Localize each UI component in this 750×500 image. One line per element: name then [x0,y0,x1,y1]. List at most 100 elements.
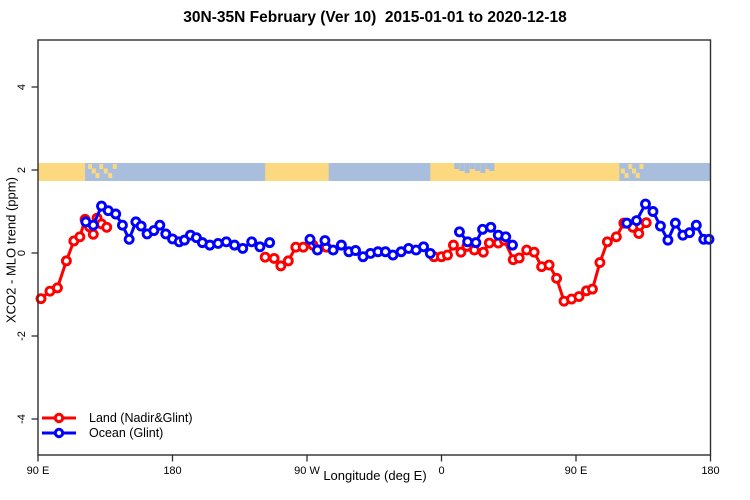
data-point [275,260,287,272]
map-island-speck [88,164,93,169]
data-point [101,221,113,233]
data-point [160,228,172,240]
data-point [268,252,280,264]
data-point [204,239,216,251]
map-island-speck [628,164,633,169]
data-point [483,237,495,249]
y-tick-label: 2 [16,167,28,173]
map-ocean-speck [454,163,460,169]
land-series-marker-icon [42,413,76,424]
data-point [123,233,135,245]
data-point [282,255,294,267]
data-point [455,246,467,258]
data-point [500,231,512,243]
data-point [470,237,482,249]
data-point [462,236,474,248]
data-point [264,237,276,249]
y-tick-label: 0 [16,250,28,256]
map-island-speck [639,164,644,169]
map-island-speck [112,164,117,169]
map-ocean-speck [480,163,486,173]
y-tick-label: 4 [16,84,28,90]
ocean-series-marker-icon [42,427,76,438]
data-point [543,259,555,271]
data-point [684,227,696,239]
data-point [448,239,459,251]
land-series [35,212,652,307]
map-land-segment [38,163,86,181]
legend-label-ocean: Ocean (Glint) [89,425,164,440]
y-tick-label: -2 [16,331,28,341]
data-point [551,272,563,284]
data-point [154,219,166,231]
data-point [319,235,331,247]
data-point [350,245,362,256]
data-point [703,233,715,245]
map-island-speck [624,173,629,178]
data-point [485,221,497,233]
data-point [424,247,436,259]
data-point [594,257,606,268]
data-point [513,252,525,264]
data-point [60,255,72,267]
data-point [312,244,323,256]
x-tick-label: 90 E [27,465,50,477]
y-tick-label: -4 [16,414,28,424]
map-ocean-speck [489,163,495,171]
map-ocean-speck [464,163,470,173]
map-island-speck [99,164,104,169]
map-island-speck [620,168,625,174]
data-point [87,228,99,240]
data-point [654,220,666,232]
legend-item-land: Land (Nadir&Glint) [40,411,193,426]
x-tick-label: 90 W [294,465,320,477]
latitude-map-band [38,163,711,181]
map-ocean-speck [475,163,481,171]
data-point [259,251,271,263]
data-point [74,231,86,243]
data-point [640,217,652,229]
data-point [631,215,642,227]
map-land-segment [265,163,329,181]
x-tick-label: 90 E [565,465,588,477]
data-point [237,242,249,254]
map-island-speck [91,168,96,174]
ocean-series [80,198,715,263]
map-island-speck [632,168,637,174]
legend: Land (Nadir&Glint) Ocean (Glint) [40,411,193,440]
data-point [669,217,681,229]
data-point [51,282,63,294]
data-point [246,236,258,248]
map-island-speck [635,173,640,178]
x-tick-label: 180 [163,465,181,477]
plot-border [37,39,712,456]
data-point [573,291,585,303]
map-island-speck [108,173,113,178]
data-point [418,241,430,253]
data-point [254,241,266,253]
data-point [610,231,622,243]
data-point [297,241,309,253]
legend-label-land: Land (Nadir&Glint) [89,411,193,426]
data-point [586,283,598,295]
data-point [633,228,645,239]
data-point [453,226,465,238]
chart-title: 30N-35N February (Ver 10) 2015-01-01 to … [183,9,567,26]
data-point [477,223,489,235]
x-tick-label: 0 [438,465,444,477]
data-point [116,219,128,231]
data-point [690,219,702,231]
data-point [87,219,99,231]
data-point [528,246,540,258]
map-ocean-speck [485,163,491,169]
map-island-speck [95,173,100,178]
data-point [327,244,339,256]
data-point [135,220,147,232]
map-ocean-speck [459,163,465,171]
data-point [662,234,674,246]
data-point [442,249,453,261]
axis-ticks: 90 E 180 90 W 0 90 E 180 4 2 0 -2 -4 [16,84,720,477]
map-island-speck [103,168,108,174]
